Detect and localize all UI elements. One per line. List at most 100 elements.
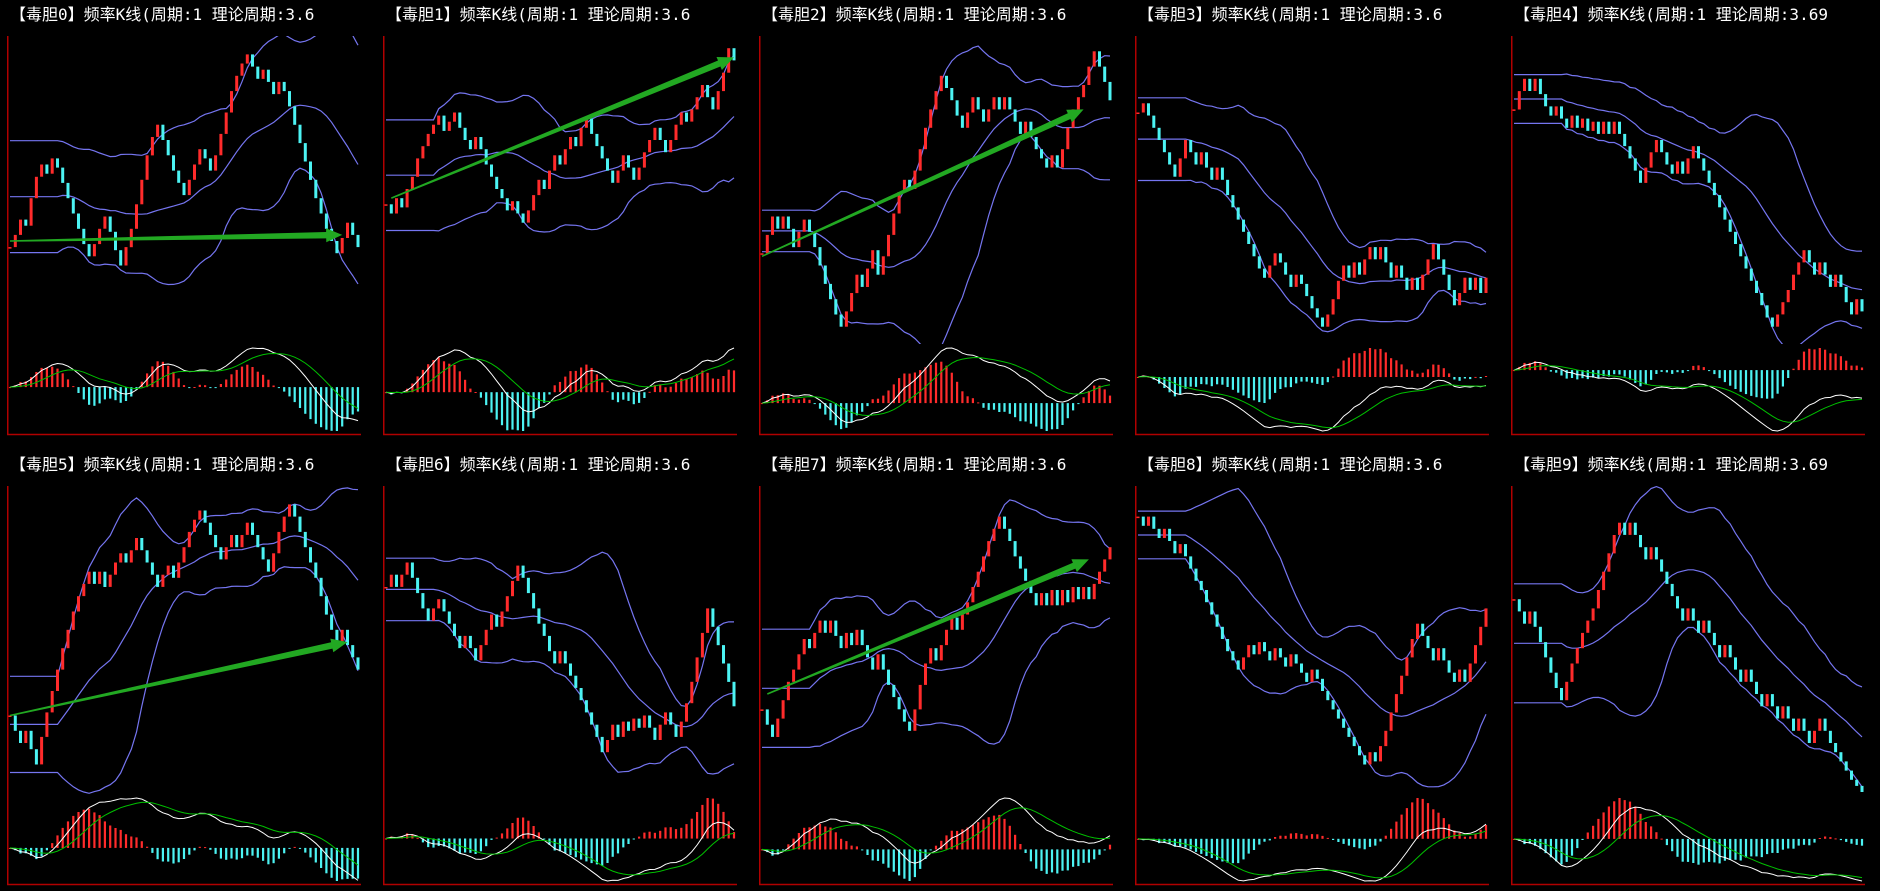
candle [902,179,906,192]
candle [511,201,514,211]
macd-bar [1787,838,1790,849]
candle [442,115,446,131]
macd-bar [961,391,964,404]
macd-bar [585,838,588,862]
candle [1458,293,1462,306]
candle [1162,528,1166,538]
candle [1670,164,1674,174]
macd-bar [1771,838,1774,853]
macd-bar [813,825,816,850]
macd-bar [1744,370,1748,395]
macd-bar [1824,349,1827,371]
macd-bar [400,836,403,839]
chart-panel-5[interactable]: 【毒胆5】频率K线(周期:1 理论周期:3.6 [7,450,372,886]
macd-bar [966,396,969,404]
macd-bar [1231,377,1234,390]
macd-bar [537,832,540,839]
macd-bar [1189,838,1192,850]
candle [1141,516,1145,526]
macd-bar [1644,370,1647,385]
candle [1199,580,1203,591]
macd-bar [1655,370,1658,374]
candle [1368,247,1372,260]
candle [818,620,822,633]
macd-bar [1295,833,1298,839]
chart-title: 【毒胆9】频率K线(周期:1 理论周期:3.69 [1514,455,1828,474]
candle [19,730,22,743]
macd-bar [553,385,556,393]
macd-bar [1263,377,1266,403]
candle [1173,164,1177,177]
chart-panel-9[interactable]: 【毒胆9】频率K线(周期:1 理论周期:3.69 [1511,450,1876,886]
macd-bar [982,403,985,408]
macd-bar [1426,803,1430,839]
candle [458,112,462,128]
macd-bar [674,383,678,393]
macd-bar [532,826,535,839]
macd-bar [1618,798,1621,839]
macd-bar [1014,834,1017,850]
candle [82,583,86,597]
candle [40,164,44,177]
macd-bar [214,847,217,854]
macd-bar [1523,362,1526,371]
macd-bar [1368,838,1372,847]
chart-panel-2[interactable]: 【毒胆2】频率K线(周期:1 理论周期:3.6 [759,0,1124,436]
macd-bar [1623,800,1626,839]
candle [1712,632,1716,646]
boll-upper-line [1514,73,1863,252]
macd-bar [1284,835,1287,839]
chart-panel-7[interactable]: 【毒胆7】频率K线(周期:1 理论周期:3.6 [759,450,1124,886]
chart-panel-1[interactable]: 【毒胆1】频率K线(周期:1 理论周期:3.6 [383,0,748,436]
macd-bar [1437,812,1440,839]
macd-bar [156,847,159,860]
macd-bar [861,849,864,851]
macd-bar [1268,377,1271,400]
candle [1707,170,1711,183]
macd-bar [320,387,323,428]
macd-bar [1539,363,1542,371]
chart-panel-4[interactable]: 【毒胆4】频率K线(周期:1 理论周期:3.69 [1511,0,1876,436]
candle [658,127,662,140]
candle [711,97,715,110]
kline-chart [1135,36,1489,436]
chart-panel-3[interactable]: 【毒胆3】频率K线(周期:1 理论周期:3.6 [1135,0,1500,436]
macd-bar [1850,365,1853,371]
candle [1447,274,1451,290]
macd-bar [1474,833,1477,839]
chart-panel-0[interactable]: 【毒胆0】频率K线(周期:1 理论周期:3.6 [7,0,372,436]
candle [700,632,704,658]
macd-bar [659,830,662,839]
boll-upper-line [386,551,735,707]
candle [500,611,504,627]
macd-bar [1539,838,1542,850]
macd-bar [19,382,22,388]
candle [887,234,890,257]
candle [1003,516,1006,529]
candle [193,519,196,532]
macd-bar [1718,838,1721,864]
macd-bar [548,392,551,395]
boll-middle-line [386,116,735,179]
candle [1242,219,1245,232]
candle [771,724,774,737]
macd-bar [924,367,927,404]
candle [929,109,933,128]
macd-bar [448,838,451,849]
macd-bar [172,371,175,388]
chart-title: 【毒胆7】频率K线(周期:1 理论周期:3.6 [762,455,1067,474]
candle [447,121,451,131]
candle [1215,167,1219,180]
macd-bar [966,827,969,850]
candle [1570,663,1574,682]
trend-arrow [761,109,1084,258]
candle [119,250,123,266]
candle [208,522,212,535]
macd-bar [1045,849,1048,874]
candle [881,654,885,670]
chart-panel-8[interactable]: 【毒胆8】频率K线(周期:1 理论周期:3.6 [1135,450,1500,886]
macd-bar [1850,838,1853,844]
candle [303,143,307,162]
macd-bar [829,403,832,421]
chart-panel-6[interactable]: 【毒胆6】频率K线(周期:1 理论周期:3.6 [383,450,748,886]
